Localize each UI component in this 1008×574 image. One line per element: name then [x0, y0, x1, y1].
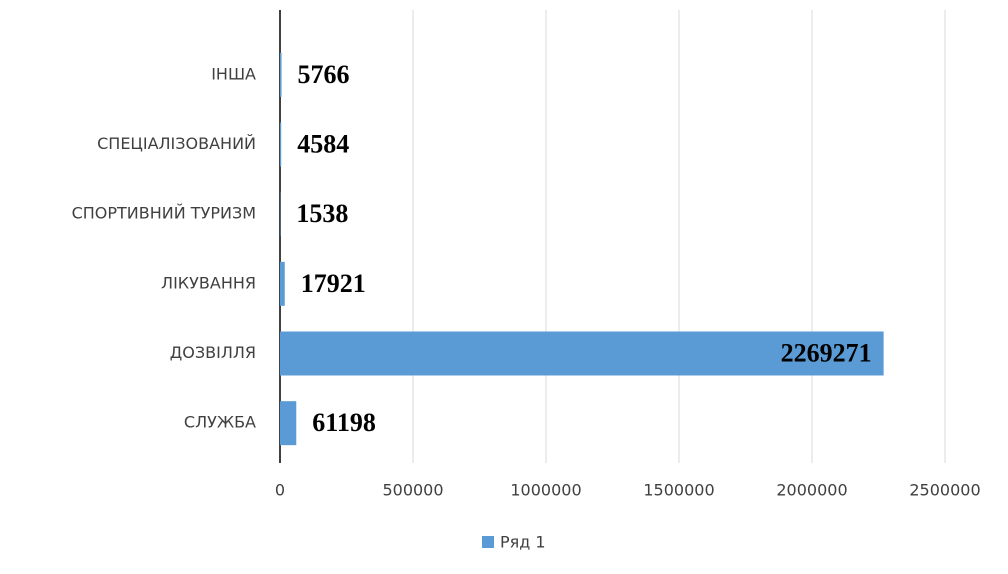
data-label: 17921: [301, 269, 366, 298]
legend-swatch: [482, 536, 494, 548]
x-tick-label: 500000: [382, 481, 443, 500]
data-label: 61198: [312, 408, 376, 437]
x-tick-label: 2500000: [909, 481, 980, 500]
bar: [280, 261, 285, 306]
x-tick-label: 0: [275, 481, 285, 500]
x-tick-label: 1000000: [510, 481, 581, 500]
bar: [280, 122, 282, 167]
y-tick-label: СПЕЦІАЛІЗОВАНИЙ: [97, 134, 256, 153]
bar: [280, 331, 884, 376]
y-tick-label: СЛУЖБА: [184, 413, 256, 432]
x-tick-label: 2000000: [776, 481, 847, 500]
y-tick-label: ІНША: [211, 64, 256, 83]
bar: [280, 52, 282, 97]
data-label: 2269271: [781, 338, 872, 367]
y-tick-label: ЛІКУВАННЯ: [161, 273, 256, 292]
data-label: 5766: [298, 60, 350, 89]
bar: [280, 401, 297, 446]
data-label: 4584: [297, 129, 349, 158]
y-tick-label: ДОЗВІЛЛЯ: [170, 343, 256, 362]
data-label: 1538: [296, 199, 348, 228]
y-tick-label: СПОРТИВНИЙ ТУРИЗМ: [72, 204, 256, 223]
legend-label: Ряд 1: [500, 533, 546, 552]
x-tick-label: 1500000: [643, 481, 714, 500]
